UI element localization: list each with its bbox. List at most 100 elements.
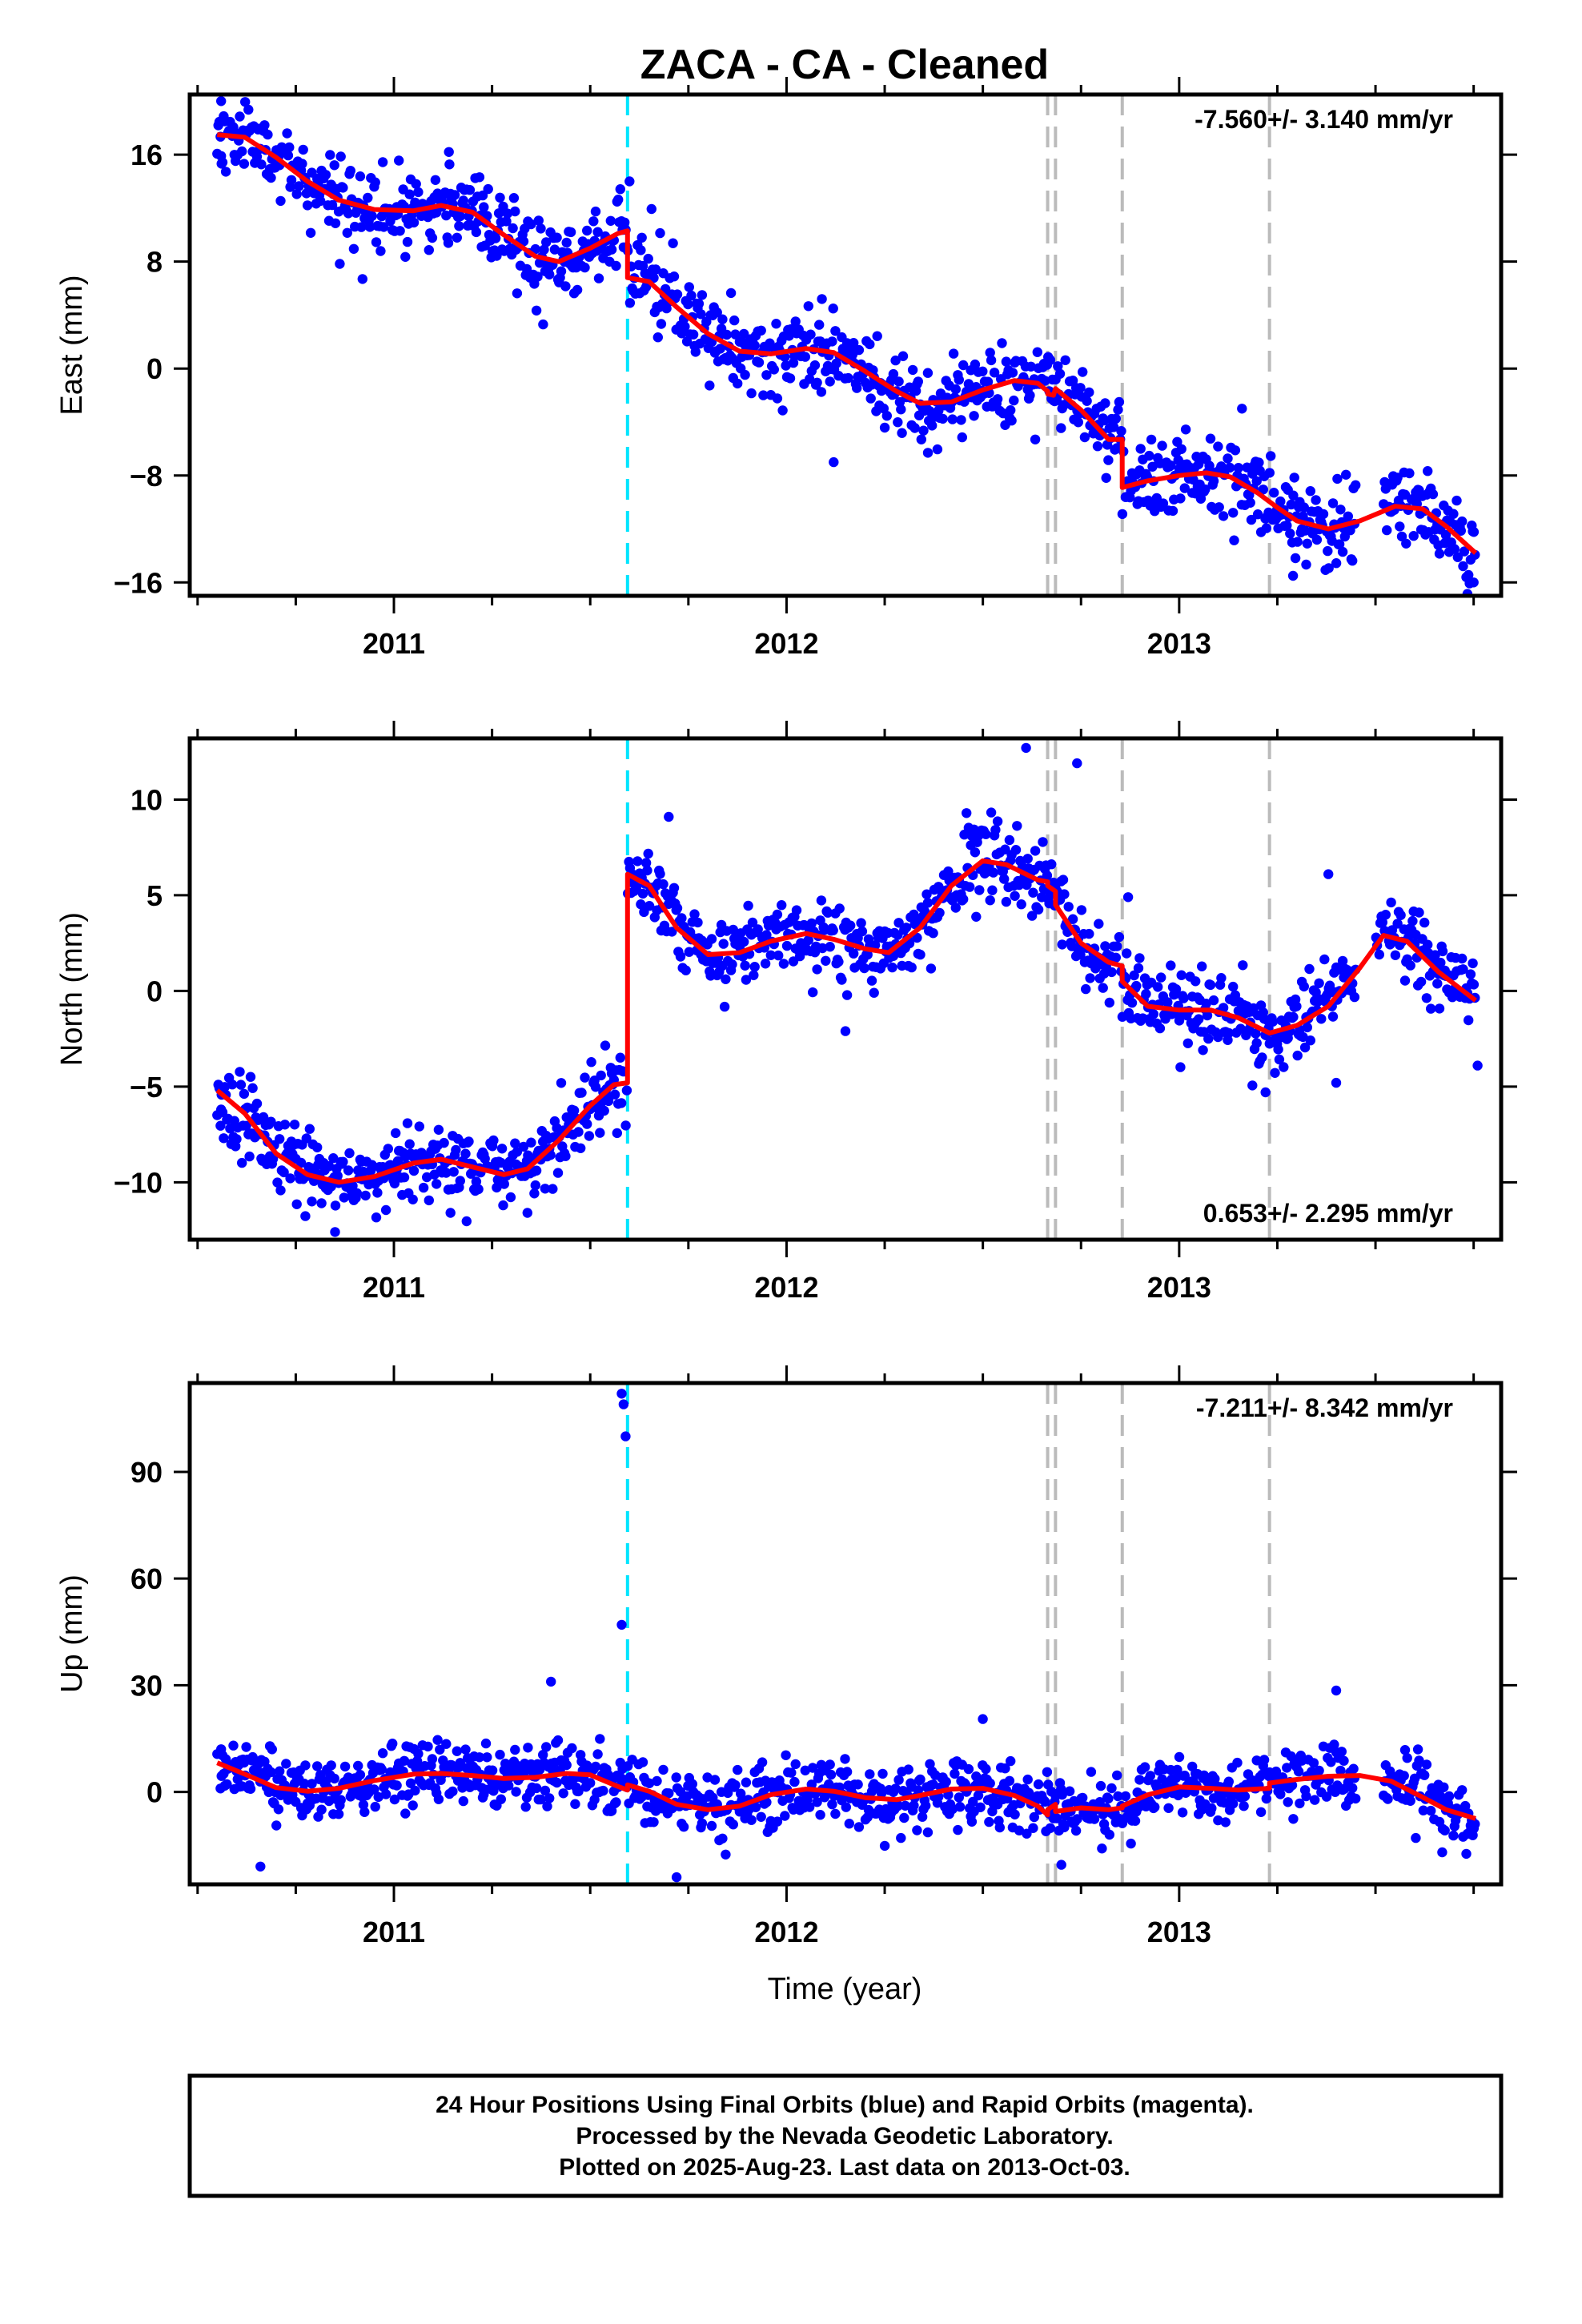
data-point — [1274, 1054, 1285, 1065]
data-point — [593, 273, 604, 283]
data-point — [316, 1804, 327, 1815]
data-point — [572, 284, 583, 296]
data-point — [901, 923, 912, 933]
data-point — [1228, 1799, 1239, 1809]
data-point — [686, 290, 697, 301]
data-point — [377, 157, 388, 167]
data-point — [603, 1096, 614, 1107]
data-point — [418, 1182, 429, 1193]
footer-line-2: Processed by the Nevada Geodetic Laborat… — [576, 2123, 1113, 2149]
data-point — [451, 1144, 461, 1156]
data-point — [803, 301, 813, 312]
data-point — [371, 237, 382, 247]
data-point — [1443, 1791, 1455, 1802]
data-point — [1327, 498, 1339, 509]
data-point — [881, 411, 893, 421]
data-point — [371, 1212, 382, 1223]
data-point — [443, 238, 454, 248]
data-point — [1228, 508, 1239, 518]
data-point — [675, 951, 686, 962]
data-point — [1032, 347, 1043, 357]
data-point — [715, 344, 725, 354]
data-point — [613, 195, 624, 205]
data-point — [394, 155, 404, 166]
data-point — [1208, 476, 1219, 486]
data-point — [1085, 973, 1095, 983]
data-point — [1282, 1763, 1292, 1773]
data-point — [1144, 450, 1154, 461]
y-tick-label: 8 — [147, 246, 163, 279]
data-point — [624, 176, 635, 187]
data-point — [664, 1788, 674, 1799]
data-point — [857, 926, 868, 937]
data-point — [1304, 963, 1315, 975]
data-point — [251, 151, 263, 162]
data-point — [505, 1192, 516, 1203]
data-point — [841, 1767, 853, 1777]
data-point — [585, 1778, 596, 1788]
data-point — [1323, 563, 1334, 573]
data-point — [1006, 416, 1017, 426]
data-point — [1177, 1807, 1188, 1818]
data-point — [643, 848, 653, 859]
data-point — [621, 1085, 632, 1096]
data-point — [859, 963, 869, 974]
data-point — [1299, 1042, 1311, 1053]
data-points — [212, 742, 1483, 1237]
data-point — [1056, 423, 1066, 433]
data-point — [432, 1179, 442, 1189]
x-tick-label: 2012 — [754, 1916, 818, 1948]
data-point — [1298, 511, 1308, 521]
data-point — [729, 315, 740, 326]
data-point — [1126, 1838, 1136, 1849]
data-point — [1327, 1011, 1339, 1022]
data-point — [552, 1168, 564, 1178]
data-point — [849, 338, 859, 348]
data-point — [1439, 1782, 1449, 1792]
data-point — [772, 909, 783, 920]
data-point — [239, 159, 250, 169]
data-point — [487, 1765, 498, 1775]
data-point — [893, 1775, 904, 1785]
data-point — [1053, 361, 1063, 372]
data-point — [1001, 896, 1012, 907]
data-point — [658, 1764, 669, 1775]
data-point — [672, 289, 683, 300]
data-point — [971, 911, 982, 923]
data-point — [1331, 1077, 1342, 1088]
data-point — [360, 1190, 371, 1201]
data-point — [1112, 1770, 1122, 1781]
data-point — [488, 1135, 499, 1146]
x-tick-label: 2013 — [1147, 627, 1211, 660]
data-point — [408, 1165, 420, 1176]
data-point — [432, 1735, 443, 1745]
data-point — [616, 1098, 627, 1108]
data-point — [1033, 904, 1044, 915]
data-point — [464, 185, 476, 195]
data-point — [950, 1768, 960, 1779]
data-point — [458, 1795, 468, 1807]
data-point — [391, 1128, 401, 1139]
data-point — [389, 1794, 400, 1805]
data-point — [1468, 577, 1479, 588]
data-point — [231, 1134, 242, 1144]
data-point — [588, 216, 599, 227]
data-point — [323, 1161, 335, 1172]
data-point — [329, 1773, 339, 1784]
data-point — [978, 1714, 988, 1724]
data-point — [282, 128, 292, 139]
data-point — [496, 1794, 506, 1804]
data-point — [746, 388, 757, 399]
data-point — [1010, 845, 1022, 855]
data-point — [728, 924, 738, 935]
data-point — [709, 1775, 721, 1785]
data-point — [1457, 953, 1468, 964]
data-point — [1232, 1757, 1243, 1768]
data-point — [1390, 950, 1401, 961]
model-fit-line — [217, 132, 1478, 555]
data-point — [1134, 953, 1145, 963]
data-point — [970, 847, 981, 858]
data-point — [1414, 1755, 1424, 1766]
data-point — [1021, 742, 1031, 754]
data-point — [1374, 949, 1385, 960]
